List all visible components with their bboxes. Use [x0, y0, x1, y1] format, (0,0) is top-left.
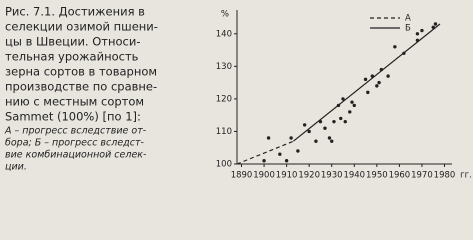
- data-point: [402, 51, 406, 56]
- data-point: [350, 100, 354, 104]
- data-point: [343, 119, 347, 124]
- y-tick-label: 120: [216, 94, 232, 104]
- data-point: [307, 129, 311, 134]
- caption-line: тельная урожайность: [5, 50, 139, 64]
- data-point: [366, 90, 370, 95]
- data-point: [262, 159, 266, 163]
- x-tick-label: 1940: [343, 171, 365, 181]
- legend-label: Б: [405, 24, 411, 34]
- caption-note: бора; Б – прогресс вследст-: [5, 138, 145, 149]
- legend-label: А: [405, 14, 411, 24]
- y-tick-label: 130: [216, 62, 232, 72]
- data-point: [302, 123, 307, 127]
- caption-line: нию с местным сортом: [5, 95, 144, 109]
- data-point: [375, 84, 379, 88]
- y-tick-label: 100: [216, 160, 232, 170]
- x-tick-label: 1980: [434, 171, 456, 181]
- data-point: [386, 74, 390, 78]
- data-point: [415, 38, 420, 42]
- data-point: [296, 149, 300, 153]
- data-point: [314, 139, 318, 143]
- data-point: [323, 126, 327, 130]
- x-tick-label: 1970: [411, 171, 433, 181]
- x-tick-label: 1950: [366, 171, 388, 181]
- page: Рис. 7.1. Достижения в селекции озимой пш…: [4, 4, 472, 181]
- data-point: [330, 139, 334, 143]
- x-tick-label: 1920: [298, 171, 320, 181]
- y-tick-label: 140: [216, 29, 232, 39]
- x-axis-unit: гг.: [460, 171, 472, 181]
- data-point: [379, 67, 384, 72]
- data-point: [433, 22, 438, 26]
- caption-line: производстве по сравне-: [5, 80, 157, 94]
- data-point: [266, 136, 271, 140]
- data-point: [431, 25, 435, 29]
- data-point: [289, 136, 293, 140]
- data-point: [377, 80, 381, 85]
- caption-line: цы в Швеции. Относи-: [5, 35, 140, 49]
- caption-note: ции.: [5, 162, 27, 173]
- caption-note: вие комбинационной селек-: [5, 150, 147, 161]
- data-point: [336, 103, 341, 108]
- x-tick-label: 1890: [231, 171, 253, 181]
- x-tick-label: 1930: [321, 171, 343, 181]
- data-point: [318, 119, 323, 124]
- caption-line: Рис. 7.1. Достижения в: [5, 5, 145, 19]
- data-point: [393, 45, 397, 49]
- data-point: [420, 28, 424, 33]
- data-point: [415, 32, 420, 36]
- caption-line: селекции озимой пшени-: [5, 20, 158, 34]
- data-point: [284, 159, 289, 163]
- data-point: [332, 119, 336, 124]
- axes: [236, 10, 452, 165]
- data-point: [278, 152, 282, 156]
- x-tick-label: 1960: [389, 171, 411, 181]
- y-tick-label: 110: [216, 127, 232, 137]
- trend-line: [236, 140, 294, 165]
- data-point: [327, 136, 332, 140]
- data-point: [339, 116, 343, 121]
- x-tick-label: 1910: [276, 171, 298, 181]
- caption-line: Sammet (100%) [по 1]:: [5, 110, 141, 124]
- x-tick-label: 1900: [253, 171, 275, 181]
- y-axis-label: %: [221, 10, 229, 20]
- data-point: [348, 110, 352, 114]
- trend-line: [293, 23, 441, 142]
- caption-line: зерна сортов в товарном: [5, 65, 157, 79]
- data-point: [352, 103, 356, 108]
- caption-note: А – прогресс вследствие от-: [4, 126, 147, 137]
- data-point: [370, 74, 375, 78]
- data-point: [341, 97, 345, 101]
- data-point: [363, 77, 368, 82]
